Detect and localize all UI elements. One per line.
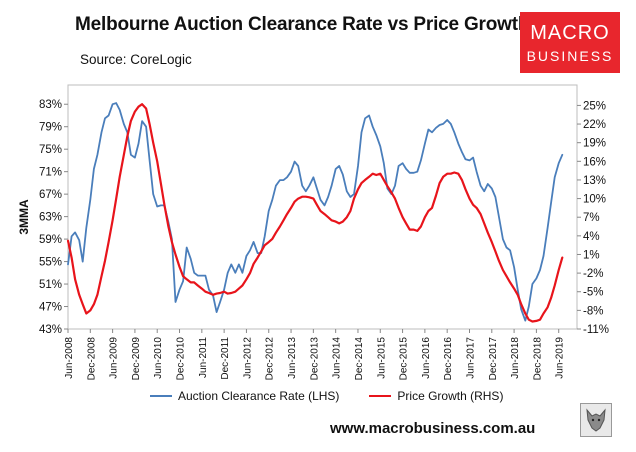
left-tick-label: 55%: [39, 257, 62, 269]
left-tick-label: 51%: [39, 279, 62, 291]
right-tick-label: 16%: [583, 156, 606, 168]
right-tick-label: -8%: [583, 305, 603, 317]
right-tick-label: 22%: [583, 119, 606, 131]
wolf-logo-icon: [580, 403, 612, 437]
left-tick-label: 71%: [39, 167, 62, 179]
right-tick-label: 10%: [583, 194, 606, 206]
x-tick-label: Jun-2018: [510, 337, 521, 379]
left-tick-label: 83%: [39, 99, 62, 111]
x-tick-label: Jun-2015: [376, 337, 387, 379]
left-tick-label: 63%: [39, 212, 62, 224]
y-axis-label: 3MMA: [17, 199, 31, 235]
x-tick-label: Dec-2009: [131, 337, 142, 381]
x-tick-label: Dec-2012: [265, 337, 276, 381]
footer-url[interactable]: www.macrobusiness.com.au: [330, 420, 536, 437]
legend-swatch-clearance: [150, 395, 172, 397]
left-tick-label: 67%: [39, 189, 62, 201]
x-tick-label: Jun-2012: [242, 337, 253, 379]
legend-item-clearance: Auction Clearance Rate (LHS): [150, 389, 339, 403]
legend: Auction Clearance Rate (LHS) Price Growt…: [150, 389, 533, 403]
x-tick-label: Dec-2015: [399, 337, 410, 381]
left-tick-label: 79%: [39, 122, 62, 134]
x-tick-label: Dec-2010: [176, 337, 187, 381]
logo-line2: BUSINESS: [526, 48, 614, 64]
right-tick-label: 13%: [583, 175, 606, 187]
right-tick-label: 4%: [583, 231, 600, 243]
legend-item-price: Price Growth (RHS): [369, 389, 503, 403]
right-tick-label: 19%: [583, 138, 606, 150]
series-line-price-growth: [66, 103, 564, 323]
right-tick-label: 7%: [583, 212, 600, 224]
x-tick-label: Jun-2009: [109, 337, 120, 379]
x-tick-label: Jun-2013: [287, 337, 298, 379]
x-tick-label: Jun-2008: [64, 337, 75, 379]
x-tick-label: Jun-2019: [555, 337, 566, 379]
x-tick-label: Dec-2014: [354, 337, 365, 381]
logo-line1: MACRO: [530, 22, 610, 44]
right-tick-label: -11%: [583, 324, 609, 336]
plot-area: [67, 84, 578, 330]
x-tick-label: Jun-2010: [153, 337, 164, 379]
x-tick-label: Dec-2013: [309, 337, 320, 381]
left-tick-label: 47%: [39, 302, 62, 314]
macro-business-logo: MACRO BUSINESS: [520, 12, 620, 73]
legend-label-clearance: Auction Clearance Rate (LHS): [178, 389, 340, 403]
x-tick-label: Jun-2014: [332, 337, 343, 379]
x-tick-label: Dec-2018: [532, 337, 543, 381]
chart-source: Source: CoreLogic: [80, 52, 192, 67]
x-tick-label: Dec-2017: [488, 337, 499, 381]
right-tick-label: -2%: [583, 268, 603, 280]
right-tick-label: -5%: [583, 287, 603, 299]
x-tick-label: Dec-2016: [443, 337, 454, 381]
right-tick-label: 25%: [583, 100, 606, 112]
legend-label-price: Price Growth (RHS): [397, 389, 504, 403]
x-tick-label: Jun-2017: [465, 337, 476, 379]
chart-title: Melbourne Auction Clearance Rate vs Pric…: [75, 14, 530, 35]
left-tick-label: 75%: [39, 144, 62, 156]
x-tick-label: Jun-2011: [198, 337, 209, 378]
x-tick-label: Dec-2011: [220, 337, 231, 380]
x-tick-label: Dec-2008: [86, 337, 97, 381]
series-line-clearance-rate: [67, 102, 564, 322]
right-tick-label: 1%: [583, 249, 600, 261]
left-tick-label: 59%: [39, 234, 62, 246]
x-tick-label: Jun-2016: [421, 337, 432, 379]
legend-swatch-price: [369, 395, 392, 397]
left-tick-label: 43%: [39, 324, 62, 336]
